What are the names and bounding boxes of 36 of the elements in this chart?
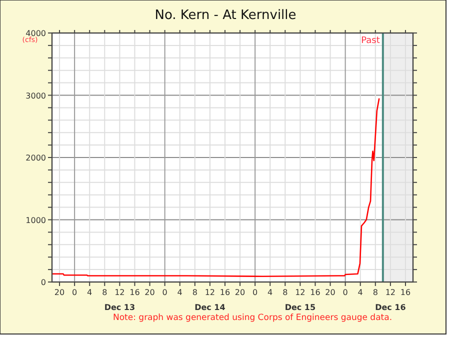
x-tick-label: 20	[144, 288, 155, 297]
x-tick-label: 12	[204, 288, 216, 297]
x-tick-label: 12	[385, 288, 396, 297]
y-tick-label: 0	[40, 278, 46, 287]
x-tick-label: 0	[72, 288, 78, 297]
y-tick-label: 1000	[26, 216, 46, 225]
x-tick-label: 4	[177, 288, 182, 297]
text: Note: graph was generated using Corps of Engineers gauge data.	[112, 313, 392, 323]
x-tick-label: 20	[234, 288, 246, 297]
x-tick-label: 8	[372, 288, 378, 297]
x-tick-label: 4	[87, 288, 92, 297]
x-tick-label: 16	[130, 288, 140, 297]
x-tick-label: 4	[358, 288, 363, 297]
y-tick-label: 4000	[26, 29, 46, 38]
x-tick-label: 8	[282, 288, 288, 297]
x-tick-label: 0	[162, 288, 168, 297]
x-tick-label: 8	[102, 288, 108, 297]
x-tick-label: 16	[400, 288, 411, 297]
x2-tick-label: Dec 16	[375, 303, 406, 312]
x-tick-label: 4	[268, 288, 273, 297]
x2-tick-label: Dec 14	[194, 303, 226, 312]
x-tick-label: 0	[252, 288, 258, 297]
x-tick-label: 16	[220, 288, 230, 297]
x-tick-label: 8	[192, 288, 198, 297]
x-tick-label: 16	[310, 288, 320, 297]
y-tick-label: 2000	[26, 154, 46, 162]
x-tick-label: 12	[114, 288, 125, 297]
x2-tick-label: Dec 15	[284, 303, 316, 312]
x-tick-label: 20	[54, 288, 65, 297]
x-tick-label: 0	[342, 288, 348, 297]
y-tick-label: 3000	[26, 91, 46, 100]
x-tick-label: 12	[295, 288, 306, 297]
x2-tick-label: Dec 13	[104, 303, 136, 312]
x-tick-label: 20	[325, 288, 336, 297]
chart-title: No. Kern - At Kernville	[154, 8, 296, 23]
ref-line-label: Past	[361, 36, 380, 46]
